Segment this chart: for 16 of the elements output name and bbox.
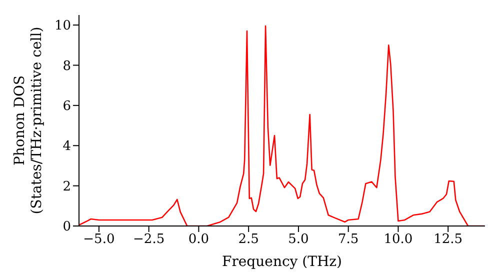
- x-tick-label: 7.5: [338, 232, 359, 248]
- x-tick-label: −2.5: [133, 232, 165, 248]
- y-tick-label: 2: [62, 179, 71, 194]
- y-axis-title: Phonon DOS (States/THz·primitive cell): [12, 26, 45, 214]
- x-tick-label: 2.5: [238, 232, 259, 248]
- y-tick-label: 8: [62, 58, 71, 74]
- x-tick-label: 10.0: [384, 232, 413, 248]
- x-tick-label: 12.5: [434, 232, 463, 248]
- x-tick-label: 5.0: [288, 232, 309, 248]
- x-tick-label: −5.0: [83, 232, 115, 248]
- y-tick-label: 10: [54, 18, 71, 34]
- y-tick-label: 4: [62, 139, 71, 154]
- y-tick-label: 0: [62, 220, 71, 235]
- y-tick-label: 6: [62, 99, 71, 114]
- x-axis-title: Frequency (THz): [222, 254, 342, 270]
- x-tick-label: 0.0: [188, 232, 210, 248]
